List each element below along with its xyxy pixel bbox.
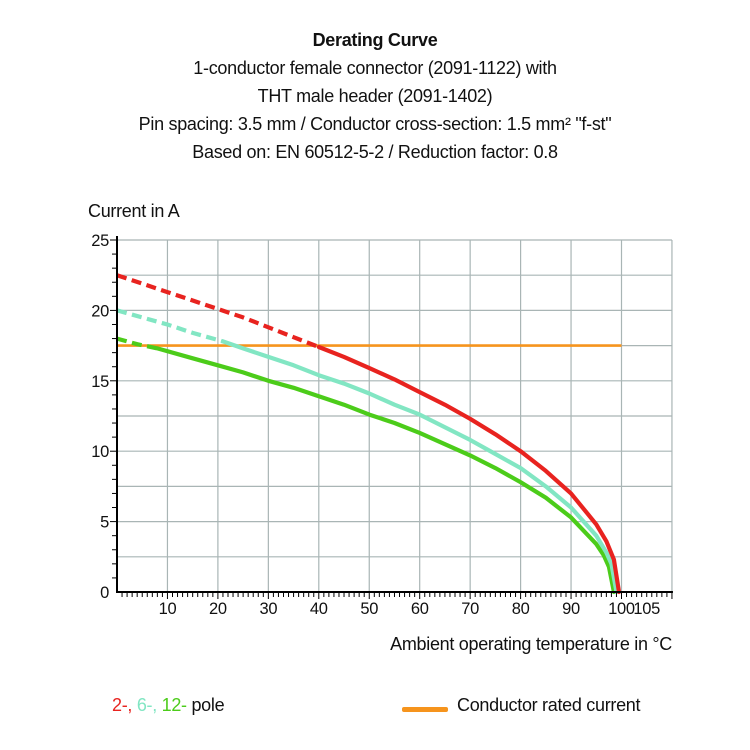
curve-2-pole [316, 344, 622, 595]
y-tick-label: 0 [100, 584, 109, 602]
x-tick-label: 80 [512, 600, 530, 618]
rated-current-swatch [402, 707, 448, 712]
y-tick-label: 20 [91, 302, 109, 320]
x-tick-label: 70 [461, 600, 479, 618]
curve-6-pole [116, 308, 224, 344]
curve-6-pole [220, 339, 619, 595]
curves [116, 273, 622, 595]
y-tick-label: 5 [100, 514, 109, 532]
y-tick-label: 10 [91, 443, 109, 461]
curve-2-pole [116, 273, 320, 349]
y-axis-title: Current in A [88, 201, 180, 221]
chart-subtitle-line-2: THT male header (2091-1402) [257, 86, 493, 106]
curve-12-pole [155, 346, 617, 595]
axis-ticks [110, 239, 673, 599]
x-axis-title: Ambient operating temperature in °C [390, 634, 672, 654]
legend-pole-item: 6-, [136, 695, 157, 715]
curve-12-pole [116, 336, 158, 351]
y-tick-label: 25 [91, 232, 109, 250]
x-tick-label: 105 [633, 600, 660, 618]
x-tick-label: 60 [411, 600, 429, 618]
x-tick-label: 40 [310, 600, 328, 618]
x-tick-label: 20 [209, 600, 227, 618]
chart-header: Derating Curve 1-conductor female connec… [0, 26, 750, 166]
y-tick-label: 15 [91, 373, 109, 391]
chart-subtitle-line-3: Pin spacing: 3.5 mm / Conductor cross-se… [138, 114, 612, 134]
legend-pole-suffix: pole [191, 695, 225, 715]
legend-pole-item: 12- [161, 695, 187, 715]
x-tick-label: 100 [608, 600, 635, 618]
x-tick-label: 30 [259, 600, 277, 618]
legend-pole-item: 2-, [112, 695, 133, 715]
gridlines [117, 239, 673, 592]
chart-subtitle-line-4: Based on: EN 60512-5-2 / Reduction facto… [192, 142, 558, 162]
x-tick-label: 90 [562, 600, 580, 618]
chart-title: Derating Curve [312, 30, 438, 50]
rated-current-label: Conductor rated current [457, 695, 641, 715]
axes [116, 236, 673, 593]
legend-poles: 2-, 6-, 12- pole [112, 695, 225, 716]
x-tick-label: 10 [159, 600, 177, 618]
chart-subtitle-line-1: 1-conductor female connector (2091-1122)… [193, 58, 557, 78]
x-tick-label: 50 [360, 600, 378, 618]
